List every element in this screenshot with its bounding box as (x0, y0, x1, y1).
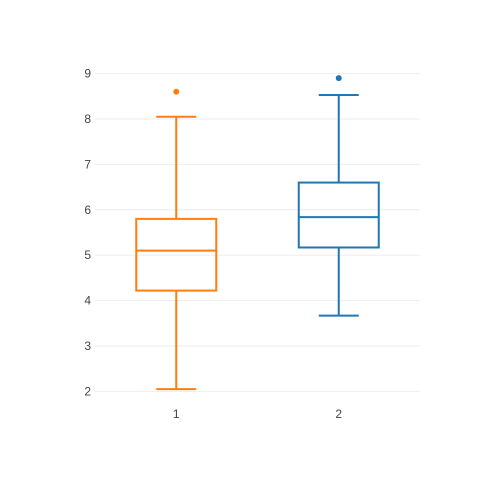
y-tick-label: 3 (84, 339, 91, 353)
y-tick-label: 4 (84, 294, 91, 308)
x-tick-label: 2 (335, 407, 342, 421)
y-tick-label: 5 (84, 248, 91, 262)
outlier-point (336, 75, 342, 81)
box-series-2 (299, 75, 379, 315)
y-tick-label: 6 (84, 203, 91, 217)
x-tick-label: 1 (173, 407, 180, 421)
y-axis-ticks: 2 3 4 5 6 7 8 9 (84, 67, 91, 399)
box-series (136, 75, 379, 389)
outlier-point (173, 89, 179, 95)
iqr-box (299, 183, 379, 248)
box-series-1 (136, 89, 216, 389)
y-tick-label: 8 (84, 112, 91, 126)
grid-lines (95, 74, 420, 392)
y-tick-label: 2 (84, 384, 91, 398)
y-tick-label: 7 (84, 157, 91, 171)
y-tick-label: 9 (84, 67, 91, 81)
